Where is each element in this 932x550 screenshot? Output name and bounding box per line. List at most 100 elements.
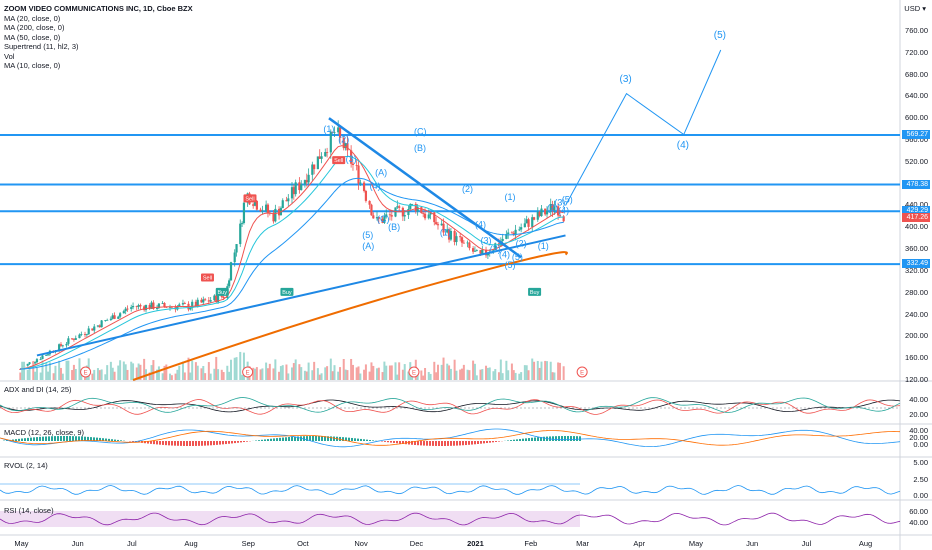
volume-bar [440,364,443,380]
earnings-label: E [580,371,584,377]
macd-histogram-bar [486,441,488,444]
macd-histogram-bar [312,436,314,441]
volume-bar [525,365,528,380]
volume-bar [261,368,264,380]
macd-histogram-bar [222,441,224,445]
macd-histogram-bar [381,441,383,442]
volume-bar [540,361,543,380]
wave-count-label: (4) [558,206,569,216]
macd-histogram-bar [573,436,575,441]
candle-body [475,250,478,251]
candle-body [34,362,37,364]
wave-count-label: (A) [362,241,374,251]
wave-count-label: (1) [505,192,516,202]
signal-badge [528,287,542,296]
candle-body [442,223,445,233]
signal-label: Sell [245,196,254,202]
macd-histogram-bar [543,436,545,441]
volume-bar [278,371,281,380]
candle-body [370,204,373,216]
volume-bar [106,365,109,380]
volume-bar [339,367,342,380]
volume-bar [207,362,210,380]
currency-label[interactable]: USD ▾ [904,4,926,13]
wave-count-label: (1) [323,124,334,134]
macd-histogram-bar [84,436,86,441]
support-trendline [36,234,566,357]
macd-histogram-bar [354,438,356,441]
volume-bar [355,367,358,380]
macd-histogram-bar [192,441,194,446]
candle-body [518,229,521,231]
earnings-marker [408,366,420,378]
volume-bar [376,368,379,380]
macd-histogram-bar [357,438,359,441]
volume-bar [507,370,510,380]
candle-body [338,127,342,138]
time-axis-tick: Sep [241,539,255,548]
volume-bar [551,372,554,380]
resistance-trendline [328,117,522,259]
volume-bar [475,375,478,380]
volume-bar [433,361,436,380]
volume-bar [34,371,37,380]
candle-body [510,232,514,234]
candle-body [144,305,148,311]
candle-body [455,236,458,243]
macd-histogram-bar [87,436,89,441]
macd-histogram-bar [366,439,368,441]
candle-body [139,305,142,307]
volume-bar [61,373,64,380]
volume-bar [390,365,393,380]
macd-histogram-bar [411,441,413,445]
candle-body [318,156,321,159]
wave-count-label: (5) [512,252,523,262]
price-axis-tick: 680.00 [905,69,928,79]
candle-body [26,363,29,366]
candle-body [150,302,153,309]
price-axis-tick: 120.00 [905,375,928,384]
volume-bar [472,360,475,380]
wave-projection-line [565,49,722,206]
volume-bar [26,370,29,380]
volume-bar [488,367,491,380]
macd-histogram-bar [309,436,311,441]
wave-count-label: (C) [414,127,427,137]
candle-body [255,200,258,210]
volume-bar [137,363,140,380]
candle-body [303,180,307,185]
volume-bar [424,367,427,380]
candle-body [523,223,526,228]
macd-histogram-bar [195,441,197,446]
candle-body [196,299,199,307]
candle-body [157,303,161,308]
volume-bar [157,366,160,380]
volume-bar [523,365,526,380]
macd-histogram-bar [342,437,344,441]
time-axis-tick: Oct [297,539,309,548]
macd-histogram-bar [330,436,332,441]
macd-histogram-bar [6,440,8,441]
macd-histogram-bar [393,441,395,443]
volume-bar [514,372,517,380]
volume-bar [156,369,159,380]
macd-histogram-bar [570,436,572,441]
volume-bar [35,367,38,380]
volume-bar [233,357,236,380]
candle-body [311,164,314,175]
price-badge: 429.29 [902,206,930,216]
macd-histogram-bar [282,437,284,441]
macd-histogram-bar [429,441,431,446]
macd-histogram-bar [324,436,326,441]
rsi-line [0,512,901,526]
candle-body [91,328,94,331]
macd-histogram-bar [48,436,50,441]
earnings-label: E [246,371,250,377]
time-axis-tick: Nov [354,539,368,548]
volume-bar [313,361,316,380]
candle-body [355,165,358,166]
volume-bar [449,368,452,380]
macd-histogram-bar [567,436,569,441]
candle-body [494,243,497,250]
